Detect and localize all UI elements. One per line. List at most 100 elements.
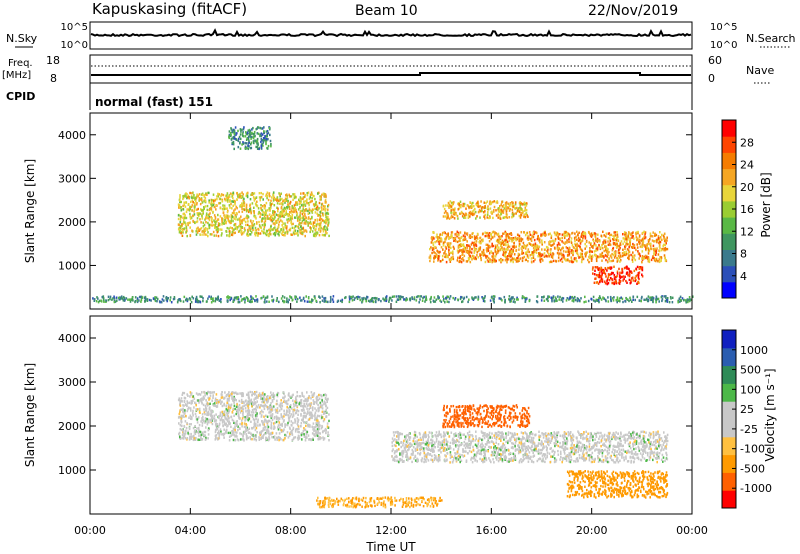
data-cell-0: [239, 411, 242, 414]
data-cell-3: [578, 239, 581, 242]
data-cell-0: [320, 414, 323, 417]
data-cell-3: [606, 249, 609, 253]
data-cell-3: [572, 260, 575, 264]
data-cell-5: [415, 299, 418, 302]
data-cell-3: [499, 235, 501, 238]
data-cell-2: [508, 209, 511, 212]
data-cell-3: [661, 238, 663, 241]
data-cell-3: [462, 259, 465, 262]
data-cell-0: [252, 220, 254, 223]
data-cell-0: [311, 210, 313, 213]
data-cell-5: [629, 298, 632, 302]
data-cell-5: [590, 298, 593, 301]
data-cell-0: [282, 208, 284, 211]
data-cell-0: [246, 409, 249, 412]
data-cell-5: [574, 298, 577, 302]
data-cell-0: [309, 196, 312, 199]
data-cell-3: [663, 232, 666, 235]
data-cell-4: [615, 279, 617, 282]
data-cell-0: [192, 219, 194, 223]
data-cell-3: [511, 240, 513, 243]
data-cell-0: [226, 207, 228, 210]
data-cell-0: [324, 427, 327, 431]
data-cell-0: [233, 217, 236, 220]
data-cell-0: [261, 219, 264, 223]
data-cell-5: [287, 301, 289, 304]
data-cell-0: [249, 229, 252, 232]
data-cell-3: [431, 251, 433, 255]
data-cell-3: [663, 239, 666, 243]
data-cell-5: [131, 296, 134, 299]
data-cell-3: [509, 255, 512, 258]
data-cell-0: [223, 197, 226, 201]
data-cell-4: [599, 268, 601, 271]
data-cell-3: [432, 241, 434, 245]
data-cell-5: [309, 300, 311, 303]
data-cell-0: [267, 217, 269, 220]
data-cell-0: [302, 205, 305, 208]
data-cell-0: [314, 425, 317, 429]
data-cell-0: [233, 231, 236, 235]
data-cell-0: [212, 394, 214, 397]
data-cell-2: [524, 215, 527, 219]
data-cell-0: [219, 228, 221, 231]
data-cell-3: [590, 242, 592, 245]
data-cell-5: [483, 300, 486, 303]
data-cell-0: [279, 215, 281, 218]
data-cell-3: [473, 246, 476, 249]
data-cell-0: [278, 220, 281, 224]
data-cell-0: [271, 220, 274, 223]
data-cell-1: [254, 135, 256, 138]
data-cell-3: [502, 253, 504, 256]
data-cell-5: [554, 296, 557, 299]
data-cell-0: [257, 424, 259, 427]
data-cell-5: [422, 296, 424, 300]
data-cell-2: [523, 215, 525, 219]
data-cell-0: [235, 212, 238, 215]
data-cell-5: [212, 297, 214, 300]
data-cell-0: [200, 208, 202, 211]
data-cell-0: [198, 407, 201, 411]
data-cell-0: [260, 195, 263, 199]
data-cell-3: [658, 249, 661, 253]
data-cell-0: [297, 226, 300, 230]
data-cell-0: [241, 394, 243, 398]
data-cell-0: [239, 438, 242, 441]
data-cell-0: [212, 193, 215, 196]
data-cell-0: [208, 191, 210, 195]
data-cell-3: [607, 257, 610, 260]
data-cell-0: [227, 405, 230, 409]
y-tick-label: 4000: [58, 129, 86, 142]
data-cell-5: [256, 300, 259, 303]
data-cell-0: [242, 199, 245, 202]
data-cell-0: [269, 409, 271, 412]
data-cell-3: [469, 248, 471, 251]
data-cell-4: [597, 268, 600, 271]
data-cell-5: [125, 297, 128, 300]
data-cell-4: [600, 270, 603, 273]
data-cell-0: [243, 202, 246, 205]
data-cell-0: [235, 225, 237, 229]
data-cell-2: [445, 210, 447, 213]
data-cell-0: [248, 233, 251, 236]
data-cell-0: [205, 233, 208, 236]
data-cell-3: [641, 257, 643, 260]
data-cell-0: [299, 216, 302, 219]
data-cell-3: [508, 239, 511, 242]
data-cell-3: [539, 241, 541, 244]
data-cell-0: [190, 205, 193, 209]
data-cell-0: [233, 212, 236, 215]
data-cell-0: [281, 197, 283, 201]
data-cell-3: [448, 236, 451, 239]
data-cell-0: [296, 232, 299, 235]
data-cell-2: [495, 209, 497, 212]
data-cell-3: [505, 248, 507, 251]
data-cell-3: [608, 250, 610, 254]
data-cell-3: [445, 247, 447, 250]
data-cell-0: [244, 229, 246, 232]
data-cell-2: [462, 212, 465, 216]
data-cell-2: [497, 216, 499, 219]
data-cell-3: [438, 251, 440, 254]
data-cell-0: [241, 220, 243, 223]
data-cell-0: [216, 226, 218, 229]
